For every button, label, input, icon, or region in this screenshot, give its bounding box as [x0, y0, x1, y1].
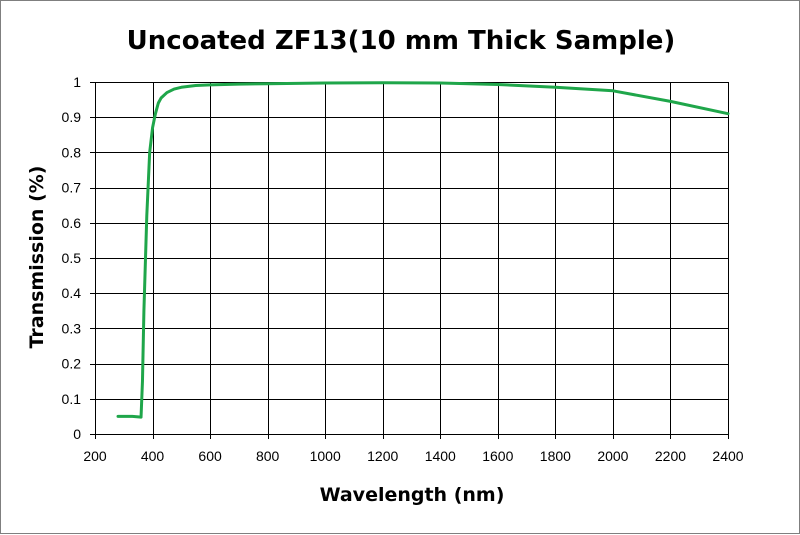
y-axis-title: Transmission (%): [26, 166, 48, 349]
y-tick-label: 0.1: [62, 391, 82, 407]
x-tick-label: 2200: [655, 448, 686, 464]
y-tick-label: 0.7: [62, 180, 82, 196]
grid: [95, 82, 729, 435]
x-tick-label: 800: [256, 448, 280, 464]
x-tick-label: 600: [198, 448, 222, 464]
tick-labels: 200 400 600 800 1000 1200 1400 1600 1800 2000 2200…: [62, 74, 744, 464]
y-tick-label: 0.5: [62, 250, 82, 266]
series: [116, 81, 730, 419]
y-tick-label: 0.8: [62, 144, 82, 160]
x-tick-label: 1600: [482, 448, 513, 464]
y-tick-label: 0.2: [62, 356, 82, 372]
x-tick-label: 400: [141, 448, 165, 464]
x-tick-label: 2400: [712, 448, 743, 464]
y-tick-label: 0: [73, 426, 81, 442]
y-tick-label: 0.6: [62, 215, 82, 231]
x-tick-label: 200: [83, 448, 107, 464]
x-tick-label: 1800: [540, 448, 571, 464]
y-tick-label: 0.3: [62, 320, 82, 336]
x-axis-title: Wavelength (nm): [320, 484, 505, 506]
y-tick-label: 0.4: [62, 285, 82, 301]
axes: [90, 82, 729, 439]
y-tick-label: 1: [73, 74, 81, 90]
y-tick-label: 0.9: [62, 109, 82, 125]
chart-title: Uncoated ZF13(10 mm Thick Sample): [127, 26, 676, 56]
x-tick-label: 2000: [597, 448, 628, 464]
x-tick-label: 1200: [367, 448, 398, 464]
x-tick-label: 1400: [425, 448, 456, 464]
x-tick-label: 1000: [310, 448, 341, 464]
transmission-series-line: [116, 81, 730, 419]
